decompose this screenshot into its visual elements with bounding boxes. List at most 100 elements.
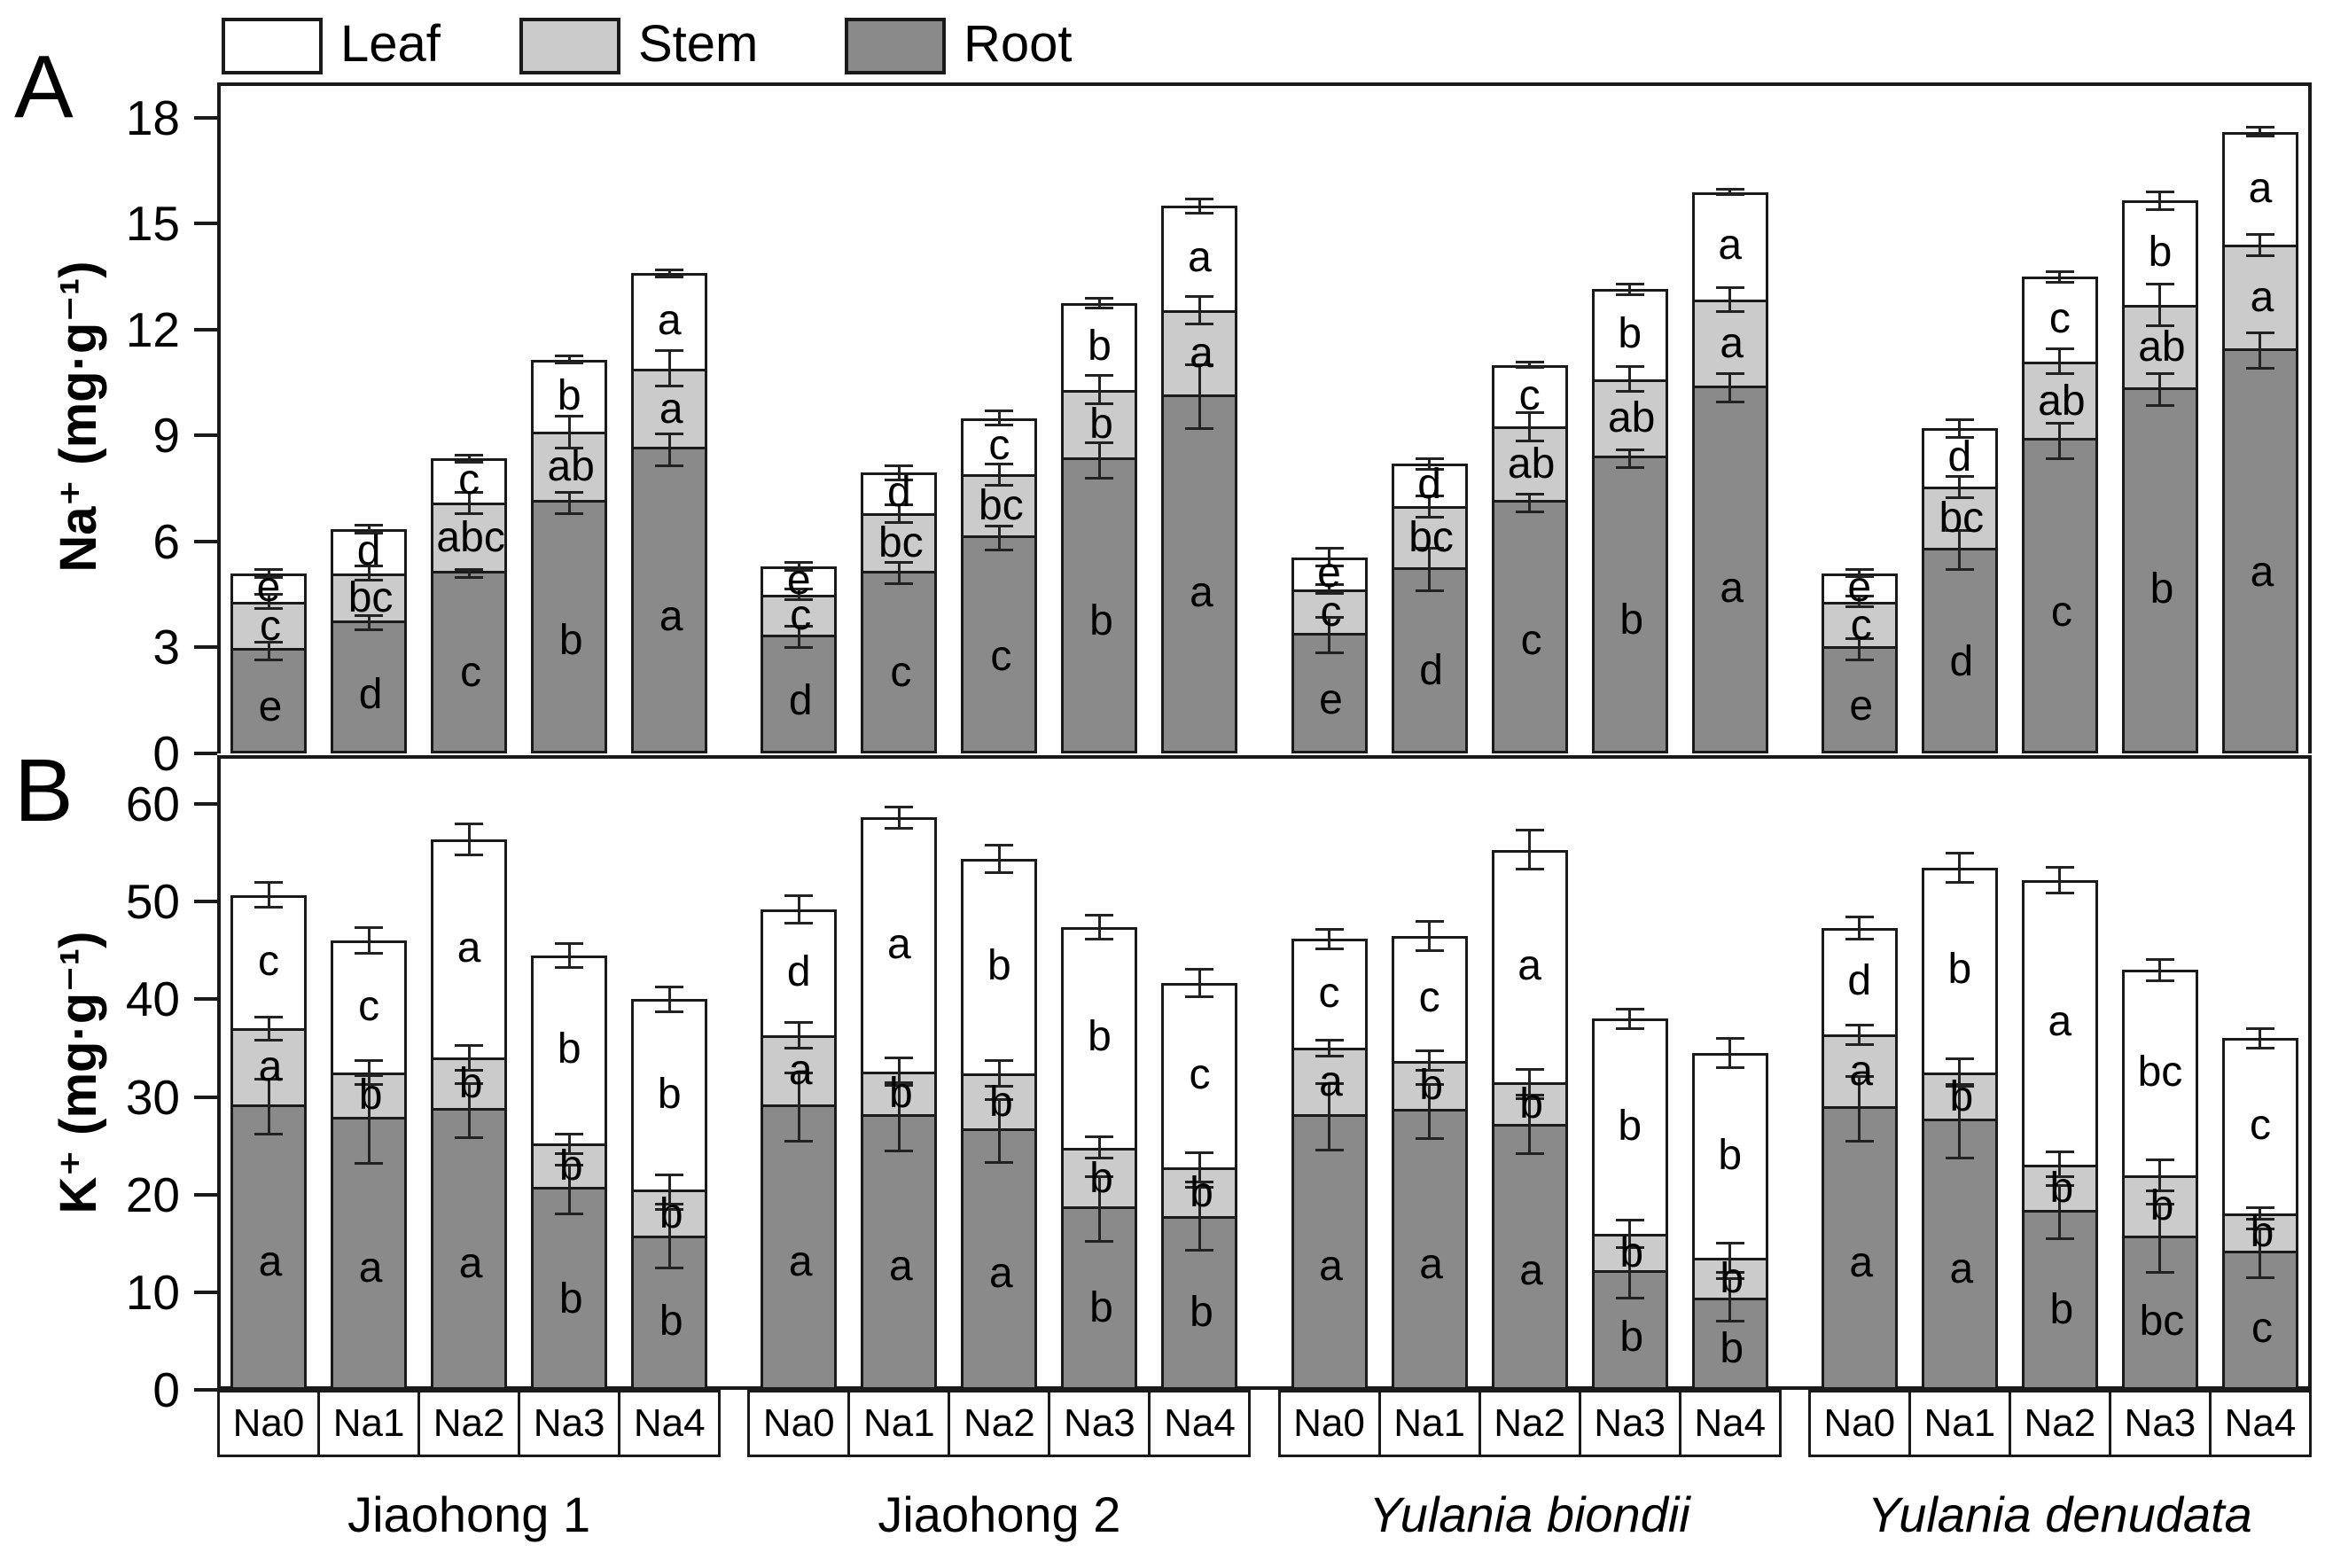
error-bar-cap-bottom (555, 446, 584, 449)
error-bar-cap-top (1715, 1276, 1744, 1280)
error-bar (1198, 296, 1201, 324)
sig-letter-root: a (1519, 1247, 1543, 1295)
error-bar (2259, 1207, 2262, 1220)
error-bar-cap-top (885, 503, 914, 506)
error-bar-cap-top (2245, 1026, 2274, 1030)
error-bar (467, 492, 471, 514)
error-bar-cap-top (2045, 269, 2074, 273)
error-bar-cap-bottom (1085, 1240, 1114, 1244)
error-bar-cap-bottom (355, 1082, 384, 1086)
legend-label-leaf: Leaf (340, 15, 441, 73)
error-bar-cap-bottom (1845, 658, 1874, 661)
error-bar (1858, 1076, 1861, 1142)
y-tick-label: 9 (152, 408, 180, 464)
error-bar (667, 433, 671, 466)
error-bar-cap-bottom (784, 1046, 814, 1049)
error-bar (1858, 596, 1861, 607)
error-bar-cap-top (1945, 417, 1974, 421)
sig-letter-leaf: b (1088, 1013, 1112, 1061)
error-bar-cap-bottom (1845, 605, 1874, 609)
error-bar-cap-top (784, 588, 814, 591)
x-tick-box: Na2 (1478, 1390, 1581, 1457)
error-bar-cap-bottom (1845, 1042, 1874, 1046)
error-bar (897, 465, 901, 480)
error-bar-cap-bottom (1615, 293, 1644, 296)
sig-letter-root: b (1619, 597, 1644, 644)
error-bar (1628, 366, 1632, 392)
error-bar (367, 566, 371, 581)
error-bar-cap-top (1085, 296, 1114, 300)
sig-letter-leaf: bc (2137, 1049, 2183, 1096)
sig-letter-root: a (989, 1249, 1013, 1297)
error-bar-cap-top (985, 524, 1014, 527)
bar-segment-root (1921, 1121, 1998, 1390)
error-bar (1958, 853, 1962, 883)
bar-segment-leaf (961, 858, 1038, 1077)
error-bar (367, 927, 371, 954)
sig-letter-stem: c (790, 591, 812, 639)
error-bar (1428, 921, 1432, 951)
error-bar (1628, 1247, 1632, 1299)
error-bar-cap-bottom (1615, 1026, 1644, 1030)
x-tick-box: Na0 (1807, 1390, 1911, 1457)
sig-letter-root: b (1190, 1289, 1213, 1337)
error-bar (2058, 1151, 2062, 1177)
bar-segment-root (531, 503, 608, 753)
error-bar (467, 455, 471, 463)
error-bar (997, 845, 1001, 873)
error-bar (1428, 1050, 1432, 1071)
sig-letter-stem: b (1190, 1169, 1213, 1217)
error-bar-cap-bottom (784, 645, 814, 649)
error-bar-cap-top (355, 1059, 384, 1063)
error-bar (1958, 1084, 1962, 1158)
error-bar (2158, 191, 2162, 210)
error-bar (467, 1083, 471, 1138)
error-bar-cap-top (254, 880, 284, 884)
error-bar (567, 1165, 571, 1214)
error-bar (567, 1134, 571, 1154)
error-bar (267, 594, 270, 609)
x-tick-box: Na1 (1377, 1390, 1481, 1457)
legend-swatch-root (845, 18, 946, 74)
error-bar-cap-top (885, 464, 914, 467)
error-bar-cap-bottom (1415, 467, 1444, 471)
bar-segment-root (961, 1131, 1038, 1390)
y-tick-mark (194, 1095, 217, 1099)
error-bar-cap-bottom (555, 965, 584, 969)
sig-letter-root: b (1089, 1284, 1113, 1332)
error-bar (1528, 830, 1532, 870)
y-tick-label: 15 (125, 196, 180, 252)
error-bar-cap-top (2245, 232, 2274, 236)
bar-segment-leaf (1691, 191, 1768, 303)
error-bar-cap-top (1845, 568, 1874, 572)
error-bar-cap-top (1845, 1074, 1874, 1078)
sig-letter-stem: b (2049, 1164, 2074, 1212)
error-bar-cap-top (2245, 1205, 2274, 1209)
sig-letter-root: a (2250, 548, 2274, 596)
error-bar-cap-bottom (1415, 1137, 1444, 1141)
error-bar-cap-bottom (2245, 1217, 2274, 1221)
sig-letter-root: a (458, 1240, 483, 1288)
error-bar-cap-top (1185, 967, 1214, 971)
error-bar (1858, 1025, 1861, 1045)
error-bar (1097, 915, 1101, 940)
error-bar-cap-bottom (1945, 880, 1974, 884)
error-bar-cap-top (1615, 1007, 1644, 1010)
x-tick-box: Na3 (2108, 1390, 2212, 1457)
error-bar (1198, 199, 1201, 214)
error-bar-cap-top (2245, 126, 2274, 129)
error-bar-cap-top (2045, 421, 2074, 425)
y-tick-label: 0 (152, 1362, 180, 1417)
error-bar (1097, 375, 1101, 404)
x-tick-box: Na4 (1148, 1390, 1252, 1457)
error-bar-cap-bottom (1945, 495, 1974, 499)
y-tick-mark (194, 1388, 217, 1392)
error-bar (267, 569, 270, 578)
error-bar-cap-top (1315, 1039, 1344, 1042)
error-bar-cap-top (2145, 372, 2174, 376)
sig-letter-stem: a (788, 1047, 813, 1095)
error-bar-cap-bottom (1515, 1093, 1544, 1096)
error-bar (667, 269, 671, 277)
error-bar (1958, 419, 1962, 438)
error-bar-cap-top (1185, 197, 1214, 200)
